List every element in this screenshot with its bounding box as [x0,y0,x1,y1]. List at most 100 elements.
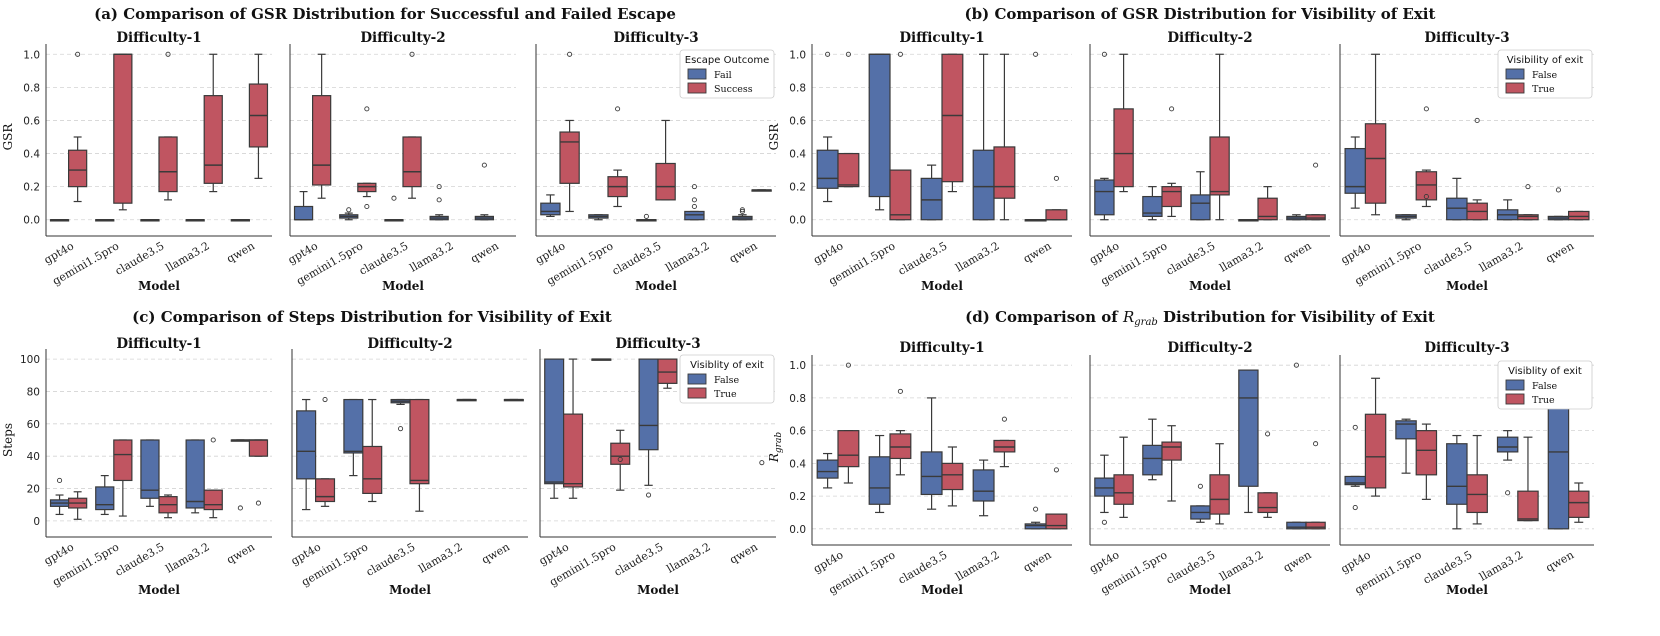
y-tick-label: 0.0 [789,524,806,536]
chart-title: (b) Comparison of GSR Distribution for V… [965,5,1436,23]
box-gemini1.5pro-true [889,388,912,476]
chart-a: (a) Comparison of GSR Distribution for S… [1,5,776,293]
outlier-point [1352,424,1358,430]
box-llama3.2-true [1517,436,1539,522]
subplot-1: Difficulty-10.00.20.40.60.81.0gpt4ogemin… [23,30,272,293]
box-iqr [1045,209,1068,221]
x-tick-label: claude3.5 [612,540,666,578]
outlier-point [1169,106,1175,112]
box-qwen-fail [732,207,753,221]
x-tick-label: qwen [1281,548,1314,574]
subplot-1: Difficulty-10.00.20.40.60.81.0gpt4ogemin… [789,30,1072,293]
box-gpt4o-false [1344,136,1366,209]
x-tick-label: claude3.5 [1164,548,1218,586]
outlier-point [255,500,261,506]
box-gemini1.5pro-false [1395,418,1417,474]
box-gpt4o-fail [540,194,561,218]
x-tick-label: claude3.5 [1421,239,1475,277]
box-llama3.2-true [993,416,1016,468]
x-tick-label: gpt4o [1339,548,1374,576]
subplot-title: Difficulty-2 [1167,340,1252,356]
outlier-point [646,492,652,498]
box-gemini1.5pro-success [607,106,628,208]
legend-label: True [1532,84,1555,95]
box-llama3.2-true [456,398,477,402]
box-iqr [920,177,943,221]
x-tick-label: qwen [1021,239,1054,265]
y-tick-label: 0.2 [789,491,806,503]
box-iqr [1209,474,1230,515]
box-iqr [1364,123,1387,204]
subplot-2: Difficulty-2gpt4ogemini1.5proclaude3.5ll… [286,30,516,293]
outlier-point [1525,184,1531,190]
box-iqr [1024,523,1047,530]
y-axis-label-part: grab [774,432,784,453]
outlier-point [897,51,903,57]
box-qwen-true [1305,162,1326,221]
box-iqr [1257,197,1278,221]
box-iqr [113,439,133,482]
box-gemini1.5pro-false [868,434,891,514]
box-iqr [540,202,561,216]
box-iqr [684,210,705,221]
y-tick-label: 1.0 [23,49,40,61]
box-gemini1.5pro-false [591,358,612,361]
box-iqr [638,358,659,451]
box-iqr [972,469,995,502]
x-axis-label: Model [1189,583,1231,597]
box-gpt4o-false [1094,454,1115,525]
x-tick-label: qwen [479,540,512,566]
box-claude3.5-fail [384,195,404,222]
outlier-point [391,195,397,201]
y-tick-label: 0.6 [23,115,40,127]
outlier-point [1313,441,1319,447]
box-claude3.5-true [941,53,964,193]
box-qwen-false [1286,362,1307,530]
box-claude3.5-true [1466,434,1488,525]
box-iqr [203,489,223,511]
box-iqr [1094,179,1115,216]
x-tick-label: qwen [1544,548,1577,574]
legend-label: True [1532,395,1555,406]
box-llama3.2-true [203,437,223,519]
outlier-point [615,106,621,112]
box-iqr [941,462,964,491]
box-iqr [113,53,133,204]
y-tick-label: 0.2 [789,182,806,194]
outlier-point [643,213,649,219]
box-gpt4o-false [816,452,839,489]
box-llama3.2-fail [684,184,705,221]
box-gemini1.5pro-success [357,106,377,210]
outlier-point [436,184,442,190]
box-iqr [1364,413,1387,489]
box-gpt4o-true [837,51,860,188]
box-iqr [185,439,205,509]
box-iqr [837,430,860,468]
box-gemini1.5pro-true [1415,106,1438,208]
x-tick-label: qwen [224,540,257,566]
x-tick-label: claude3.5 [357,239,411,277]
box-iqr [1161,186,1182,208]
outlier-point [1352,504,1358,511]
box-llama3.2-fail [185,219,205,222]
legend-swatch-success [687,82,707,94]
y-tick-label: 0.8 [789,393,806,405]
outlier-point [759,460,765,466]
y-tick-label: 40 [27,451,40,463]
x-tick-label: llama3.2 [164,239,212,274]
subplot-title: Difficulty-1 [899,30,984,46]
box-iqr [1238,369,1259,487]
y-tick-label: 0.4 [789,149,806,161]
outlier-point [845,362,851,368]
x-axis-label: Model [1189,279,1231,293]
outlier-point [691,203,697,210]
subplot-title: Difficulty-2 [360,30,445,46]
outlier-point [237,505,243,511]
box-claude3.5-false [1446,177,1468,221]
box-gemini1.5pro-true [1415,423,1438,500]
box-iqr [1567,490,1590,518]
box-gpt4o-true [837,362,860,484]
legend: Visiblity of exit False True [679,354,775,404]
